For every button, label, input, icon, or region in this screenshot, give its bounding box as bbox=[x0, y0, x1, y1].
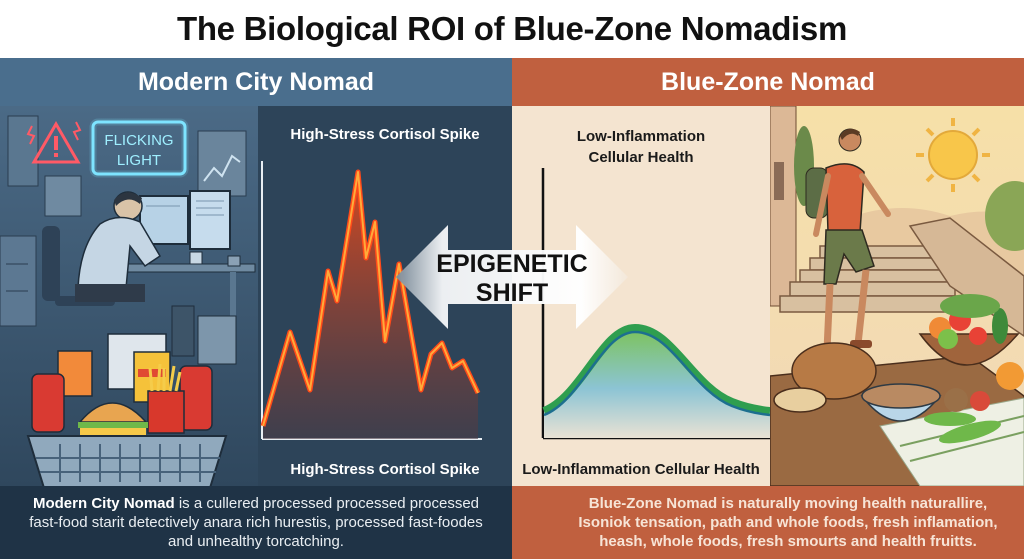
panel-header-bluezone: Blue-Zone Nomad bbox=[512, 58, 1024, 106]
inflammation-chart: Low-Inflammation Cellular Health Low-Inf… bbox=[512, 106, 770, 486]
modern-nomad-description: Modern City Nomad is a cullered processe… bbox=[0, 486, 512, 559]
modern-nomad-description-text: is a cullered processed processed proces… bbox=[29, 495, 483, 550]
epigenetic-shift-double-arrow-icon bbox=[396, 225, 628, 329]
cortisol-chart-title: High-Stress Cortisol Spike bbox=[290, 126, 480, 143]
epigenetic-shift-label: EPIGENETIC SHIFT bbox=[436, 250, 588, 307]
inflammation-chart-xlabel: Low-Inflammation Cellular Health bbox=[522, 461, 760, 478]
bluezone-nomad-description: Blue-Zone Nomad is naturally moving heal… bbox=[512, 486, 1024, 559]
office-worker-illustration: FLICKING LIGHT bbox=[0, 106, 258, 486]
sun-icon bbox=[916, 118, 990, 192]
svg-text:LIGHT: LIGHT bbox=[117, 152, 161, 169]
cortisol-chart-xlabel: High-Stress Cortisol Spike bbox=[290, 461, 480, 478]
panel-header-modern: Modern City Nomad bbox=[0, 58, 512, 106]
hiker-icon bbox=[805, 128, 891, 376]
junk-food-basket-icon bbox=[26, 333, 228, 486]
page-title: The Biological ROI of Blue-Zone Nomadism bbox=[176, 10, 848, 47]
modern-nomad-description-bold: Modern City Nomad bbox=[32, 495, 175, 512]
cortisol-area bbox=[263, 172, 478, 439]
whole-foods-table-icon bbox=[770, 294, 1024, 486]
bell-curve-line bbox=[542, 323, 770, 415]
bluezone-nomad-description-text: Blue-Zone Nomad is naturally moving heal… bbox=[578, 495, 998, 550]
neon-sign-text: FLICKING bbox=[104, 132, 173, 149]
blue-zone-nomad-panel: Blue-Zone Nomad Low-Inflammation Cellula… bbox=[512, 58, 1024, 559]
title-bar: The Biological ROI of Blue-Zone Nomadism bbox=[0, 0, 1024, 58]
inflammation-chart-title: Low-Inflammation Cellular Health bbox=[576, 128, 706, 166]
warning-neon-icon bbox=[26, 121, 82, 164]
hiker-illustration bbox=[770, 106, 1024, 486]
